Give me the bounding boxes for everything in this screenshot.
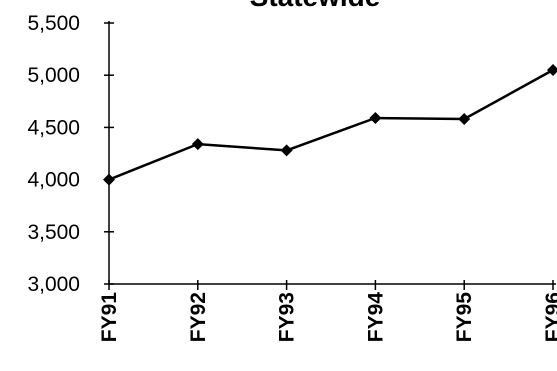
x-tick-label: FY92	[187, 292, 210, 342]
y-tick-label: 5,500	[27, 12, 80, 35]
x-tick-label: FY94	[364, 292, 387, 343]
y-tick-label: 4,000	[27, 169, 80, 192]
data-point	[103, 173, 115, 186]
data-point	[547, 63, 557, 76]
data-point	[458, 113, 471, 126]
y-tick-label: 3,500	[27, 221, 80, 244]
series-layer	[103, 63, 557, 186]
axes	[104, 21, 556, 290]
x-tick-label: FY91	[98, 292, 121, 343]
chart-title: Statewide	[250, 0, 381, 12]
data-point	[369, 112, 382, 125]
series-line	[108, 68, 554, 181]
data-point	[280, 144, 293, 157]
x-tick-label: FY93	[276, 292, 299, 342]
x-tick-label: FY95	[453, 292, 476, 343]
x-tick-label: FY96	[542, 292, 557, 342]
y-tick-label: 5,000	[27, 64, 80, 87]
x-axis-tick-labels: FY91 FY92 FY93 FY94 FY95 FY96	[98, 292, 557, 343]
y-tick-label: 3,000	[27, 273, 80, 296]
y-axis-tick-labels: 3,000 3,500 4,000 4,500 5,000 5,500	[27, 12, 80, 296]
y-tick-label: 4,500	[27, 116, 80, 139]
data-point	[191, 138, 204, 151]
